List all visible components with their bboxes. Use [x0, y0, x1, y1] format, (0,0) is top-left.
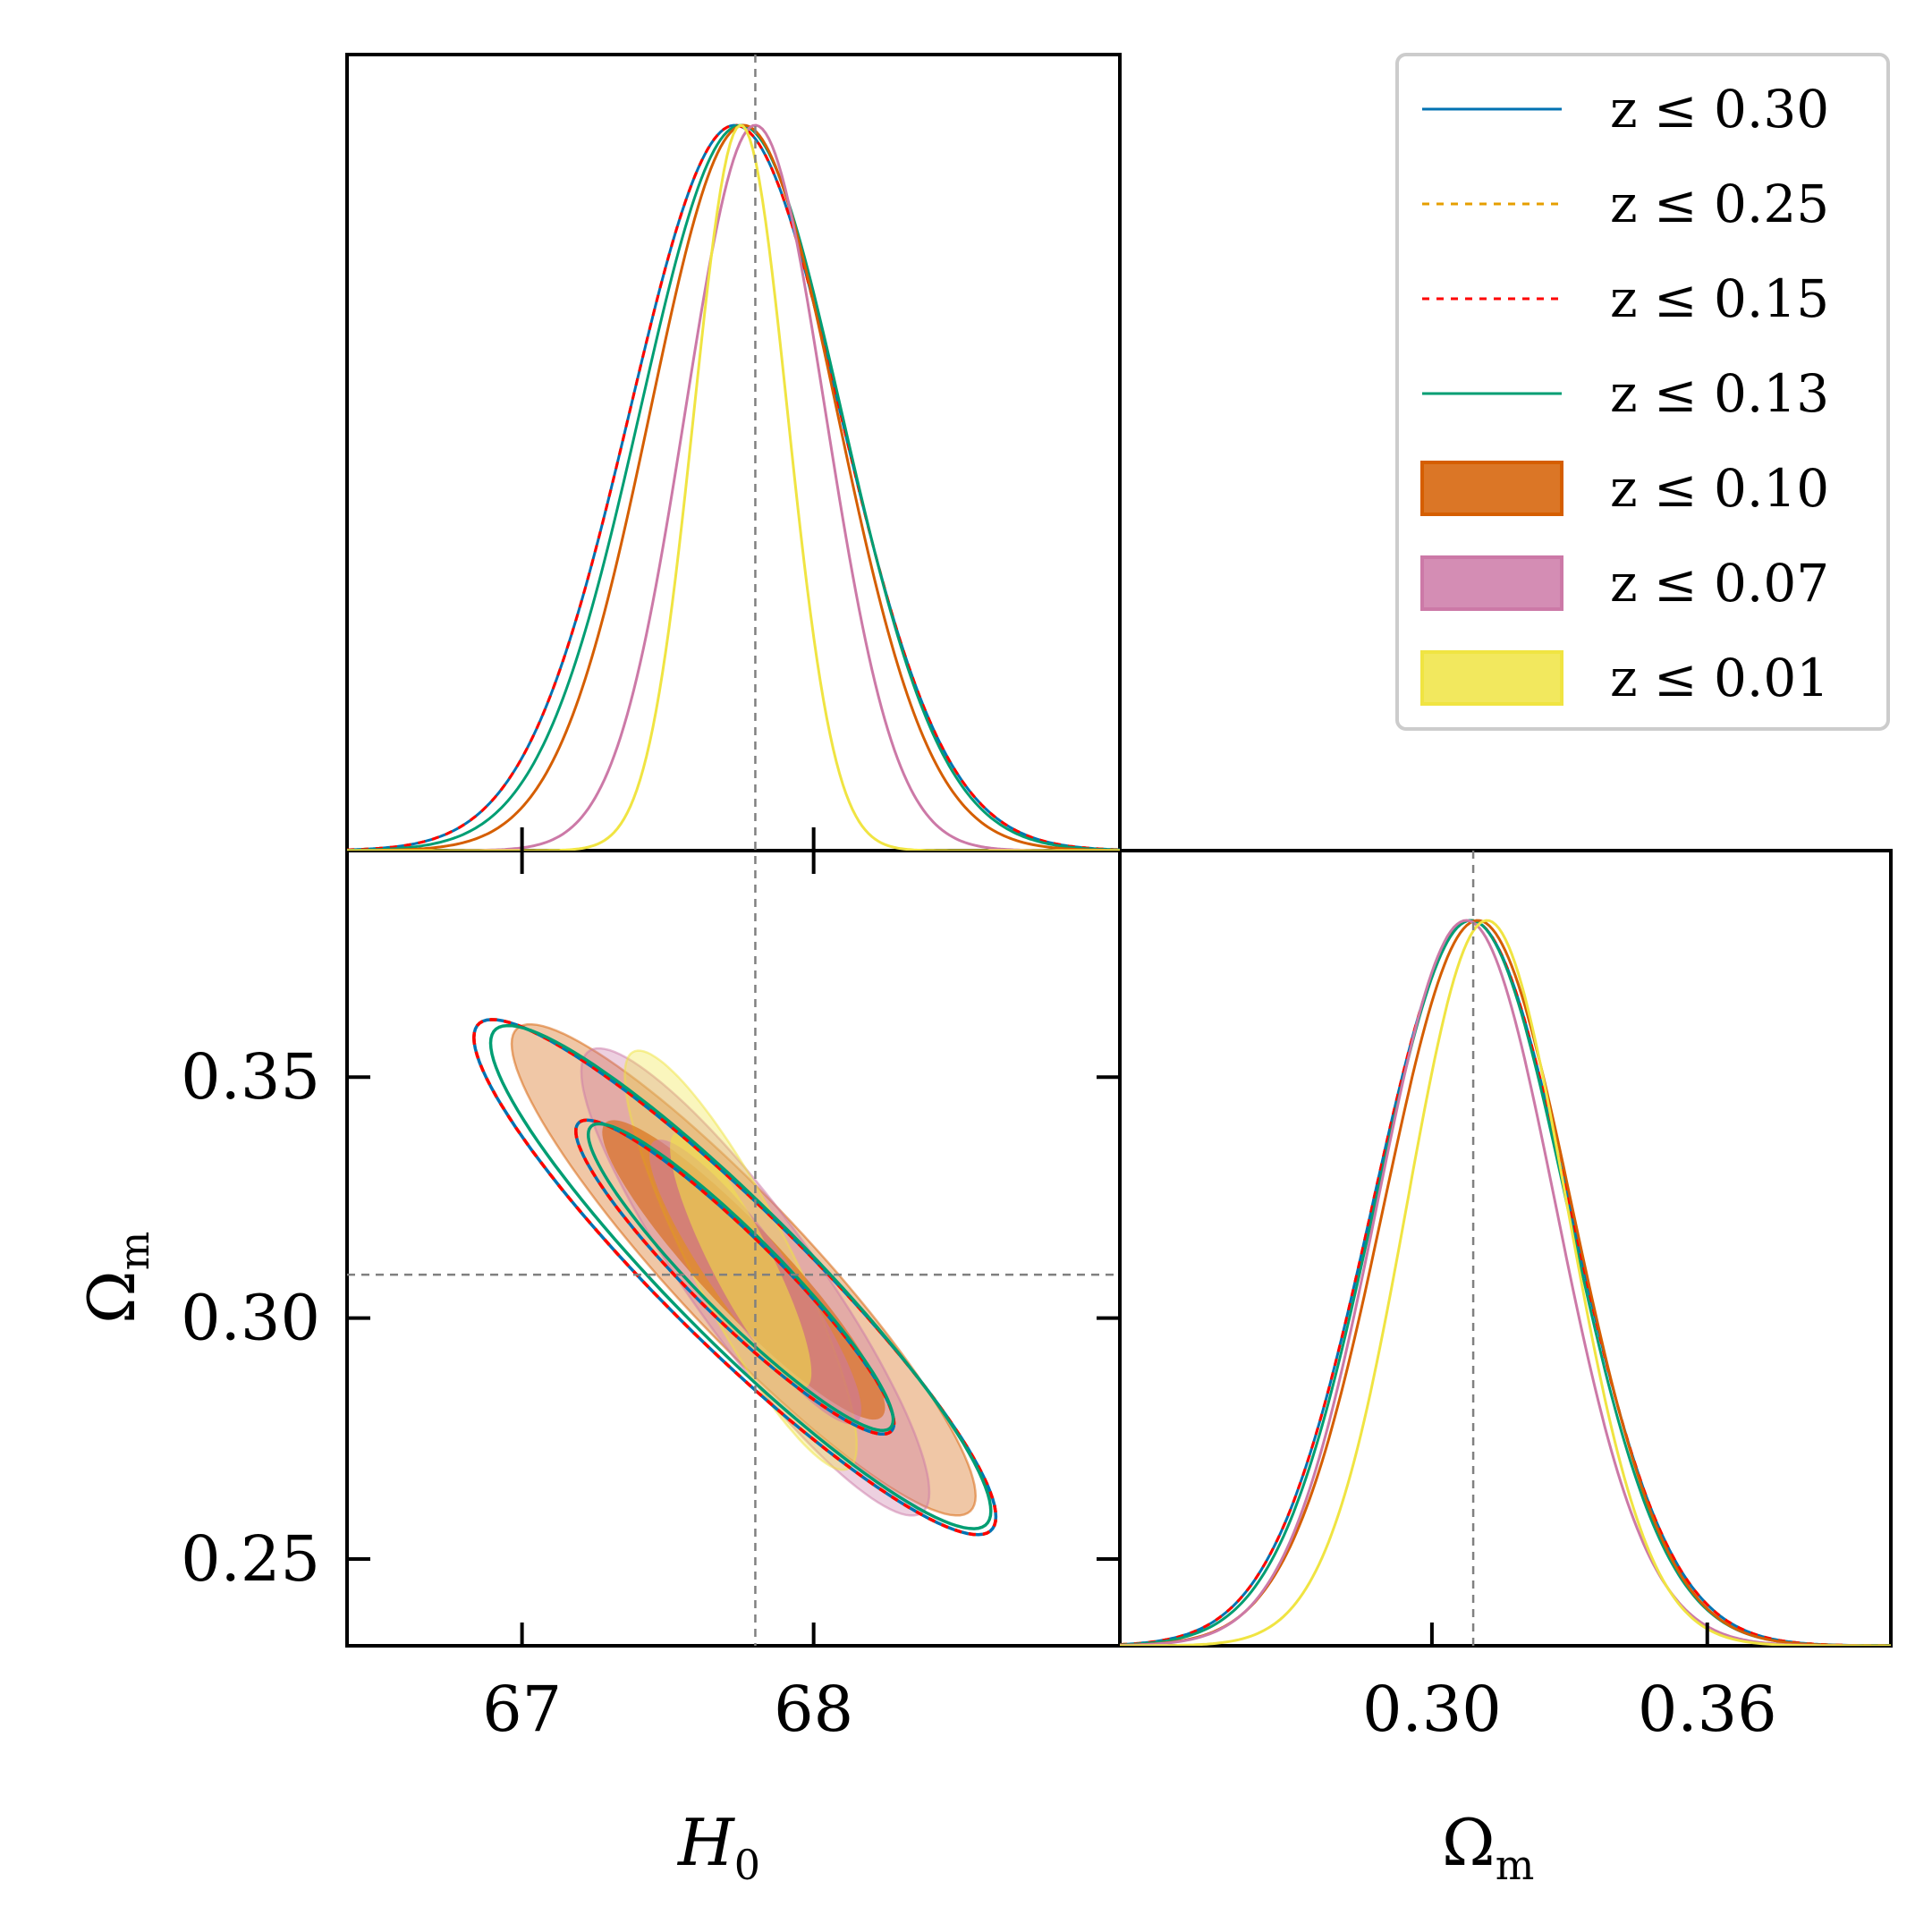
legend-label-z001: z ≤ 0.01: [1610, 648, 1829, 708]
y-axis-label-omega-m: Ωm: [74, 1232, 158, 1324]
h0-marginal-curves: [347, 123, 1120, 851]
omega-m-marginal-z025: [1120, 919, 1891, 1646]
legend-label-z025: z ≤ 0.25: [1610, 174, 1829, 234]
omega-m-marginal-z030: [1120, 919, 1891, 1646]
legend-label-z015: z ≤ 0.15: [1610, 268, 1829, 329]
omega-m-marginal-z013: [1120, 919, 1891, 1646]
legend-label-z007: z ≤ 0.07: [1610, 553, 1829, 614]
omega-m-marginal-z010: [1120, 919, 1891, 1646]
contour-2sigma-z015: [472, 1018, 998, 1537]
omega-m-diag-tick-label-0.36: 0.36: [1638, 1673, 1777, 1746]
legend: z ≤ 0.30 z ≤ 0.25 z ≤ 0.15 z ≤ 0.13 z ≤ 0.10…: [1395, 53, 1890, 731]
h0-marginal-z010: [347, 123, 1120, 851]
omega-m-marginal-panel: [1118, 849, 1893, 1648]
omega-m-marginal-z015: [1120, 919, 1891, 1646]
h0-tick-label-67: 67: [482, 1673, 562, 1746]
h0-marginal-z013: [347, 123, 1120, 851]
omega-m-marginal-z007: [1120, 919, 1891, 1646]
h0-tick-label-68: 68: [774, 1673, 853, 1746]
x-axis-label-omega-m: Ωm: [1442, 1805, 1534, 1889]
legend-label-z010: z ≤ 0.10: [1610, 458, 1829, 519]
omega-m-marginal-curves: [1120, 919, 1891, 1646]
legend-swatch-z010: [1420, 461, 1563, 516]
h0-marginal-z001: [347, 123, 1120, 851]
omega-m-tick-label-0.30: 0.30: [181, 1282, 320, 1355]
h0-marginal-z015: [347, 123, 1120, 851]
h0-marginal-z030: [347, 123, 1120, 851]
contour-1sigma-z001: [670, 1132, 812, 1388]
omega-m-tick-label-0.35: 0.35: [181, 1040, 320, 1114]
omega-m-marginal-z001: [1120, 919, 1891, 1646]
joint-contours: [472, 1018, 998, 1537]
omega-m-tick-label-0.25: 0.25: [181, 1522, 320, 1596]
omega-m-diag-tick-label-0.30: 0.30: [1362, 1673, 1502, 1746]
legend-label-z030: z ≤ 0.30: [1610, 79, 1829, 140]
h0-marginal-z025: [347, 123, 1120, 851]
x-axis-label-h0: H0: [676, 1805, 760, 1889]
legend-swatch-z007: [1420, 555, 1563, 611]
contour-2sigma-z013: [488, 1023, 993, 1530]
h0-marginal-panel: [345, 53, 1122, 852]
legend-label-z013: z ≤ 0.13: [1610, 363, 1829, 424]
legend-swatch-z001: [1420, 650, 1563, 706]
h0-marginal-z007: [347, 123, 1120, 851]
contour-1sigma-z013: [586, 1122, 895, 1433]
